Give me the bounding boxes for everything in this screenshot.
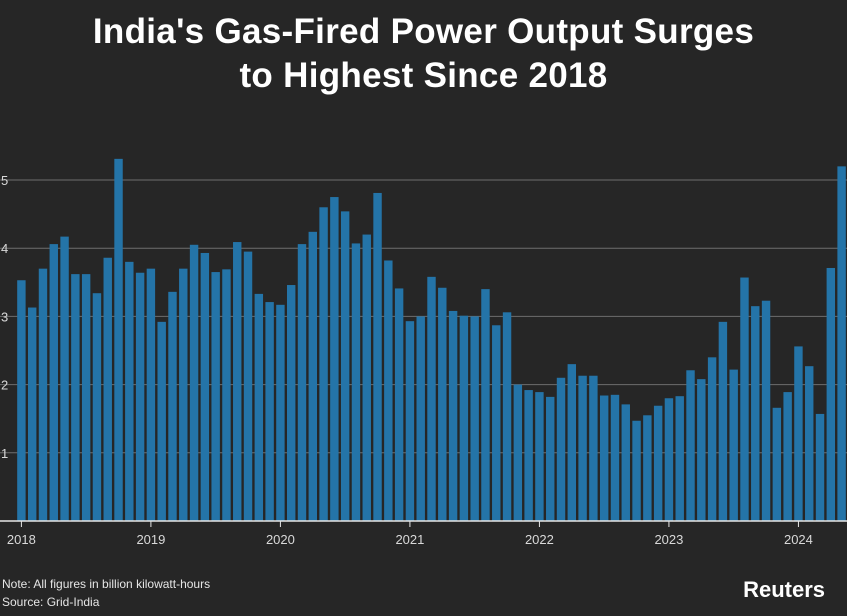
x-tick-label: 2022 [525, 532, 554, 547]
bar [514, 385, 522, 521]
bar [341, 211, 349, 521]
y-tick-label: 2 [1, 378, 8, 393]
x-tick-label: 2024 [784, 532, 813, 547]
bars [17, 159, 846, 521]
bar [309, 232, 317, 521]
bar [363, 235, 371, 521]
bar [568, 364, 576, 521]
bar [39, 269, 47, 521]
bar [632, 421, 640, 521]
y-tick-label: 1 [1, 446, 8, 461]
bar [751, 306, 759, 521]
bar [611, 395, 619, 521]
bar [438, 288, 446, 521]
bar [665, 398, 673, 521]
bar [17, 280, 25, 521]
brand-logo: Reuters [743, 577, 825, 603]
bar [643, 415, 651, 521]
bar [406, 321, 414, 521]
x-tick-label: 2023 [654, 532, 683, 547]
bar [125, 262, 133, 521]
bar [114, 159, 122, 521]
bar [740, 278, 748, 521]
bar [427, 277, 435, 521]
bar [686, 370, 694, 521]
bar [589, 376, 597, 521]
x-tick-label: 2021 [395, 532, 424, 547]
bar [104, 258, 112, 521]
bar [697, 379, 705, 521]
bar [805, 366, 813, 521]
bar [93, 293, 101, 521]
bar [417, 316, 425, 521]
bar [481, 289, 489, 521]
bar [449, 311, 457, 521]
bar [298, 244, 306, 521]
bar [168, 292, 176, 521]
bar [319, 207, 327, 521]
bar [190, 245, 198, 521]
bar [654, 406, 662, 521]
bar [460, 316, 468, 521]
bar [244, 252, 252, 521]
y-tick-label: 3 [1, 309, 8, 324]
bar-chart: 1 2 3 4 5 2018 2019 2020 2021 2022 2023 2024 [0, 0, 847, 616]
bar [179, 269, 187, 521]
bar [71, 274, 79, 521]
bar [578, 376, 586, 521]
bar [233, 242, 241, 521]
bar [783, 392, 791, 521]
y-axis-ticks: 1 2 3 4 5 [1, 173, 8, 461]
bar [729, 370, 737, 521]
bar [470, 316, 478, 521]
source-text: Source: Grid-India [2, 593, 210, 611]
bar [28, 308, 36, 521]
bar [816, 414, 824, 521]
bar [147, 269, 155, 521]
bar [837, 166, 845, 521]
bar [676, 396, 684, 521]
y-tick-label: 5 [1, 173, 8, 188]
bar [82, 274, 90, 521]
x-axis-ticks: 2018 2019 2020 2021 2022 2023 2024 [7, 521, 813, 547]
bar [622, 404, 630, 521]
bar [157, 322, 165, 521]
bar [503, 312, 511, 521]
bar [535, 392, 543, 521]
note-text: Note: All figures in billion kilowatt-ho… [2, 575, 210, 593]
bar [708, 357, 716, 521]
bar [60, 237, 68, 521]
footnote: Note: All figures in billion kilowatt-ho… [2, 575, 210, 611]
bar [827, 268, 835, 521]
bar [330, 197, 338, 521]
bar [50, 244, 58, 521]
bar [395, 288, 403, 521]
bar [255, 294, 263, 521]
bar [201, 253, 209, 521]
x-tick-label: 2019 [136, 532, 165, 547]
bar [719, 322, 727, 521]
bar [287, 285, 295, 521]
bar [762, 301, 770, 521]
x-tick-label: 2018 [7, 532, 36, 547]
bar [136, 273, 144, 521]
bar [211, 272, 219, 521]
bar [373, 193, 381, 521]
bar [276, 305, 284, 521]
bar [265, 302, 273, 521]
bar [794, 346, 802, 521]
bar [773, 408, 781, 521]
x-tick-label: 2020 [266, 532, 295, 547]
bar [492, 325, 500, 521]
bar [524, 390, 532, 521]
bar [352, 243, 360, 521]
bar [557, 378, 565, 521]
bar [546, 397, 554, 521]
bar [222, 269, 230, 521]
bar [600, 396, 608, 521]
y-tick-label: 4 [1, 241, 8, 256]
bar [384, 260, 392, 521]
